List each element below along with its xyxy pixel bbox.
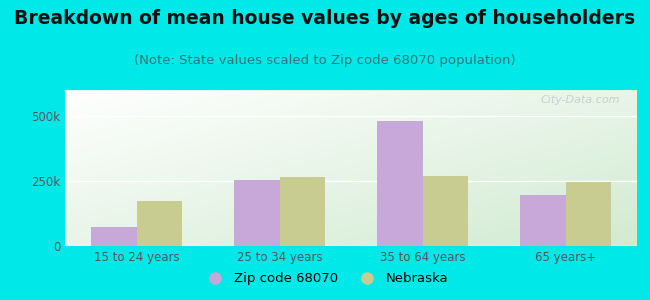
Bar bbox=[422, 176, 468, 246]
Bar bbox=[280, 177, 325, 246]
Text: (Note: State values scaled to Zip code 68070 population): (Note: State values scaled to Zip code 6… bbox=[134, 54, 516, 67]
Text: City-Data.com: City-Data.com bbox=[540, 95, 620, 105]
Bar bbox=[136, 200, 182, 246]
Bar bbox=[377, 121, 423, 246]
Text: Breakdown of mean house values by ages of householders: Breakdown of mean house values by ages o… bbox=[14, 9, 636, 28]
Bar bbox=[566, 182, 611, 246]
Bar bbox=[520, 195, 566, 246]
Legend: Zip code 68070, Nebraska: Zip code 68070, Nebraska bbox=[197, 267, 453, 290]
Bar bbox=[91, 226, 136, 246]
Bar bbox=[234, 180, 280, 246]
